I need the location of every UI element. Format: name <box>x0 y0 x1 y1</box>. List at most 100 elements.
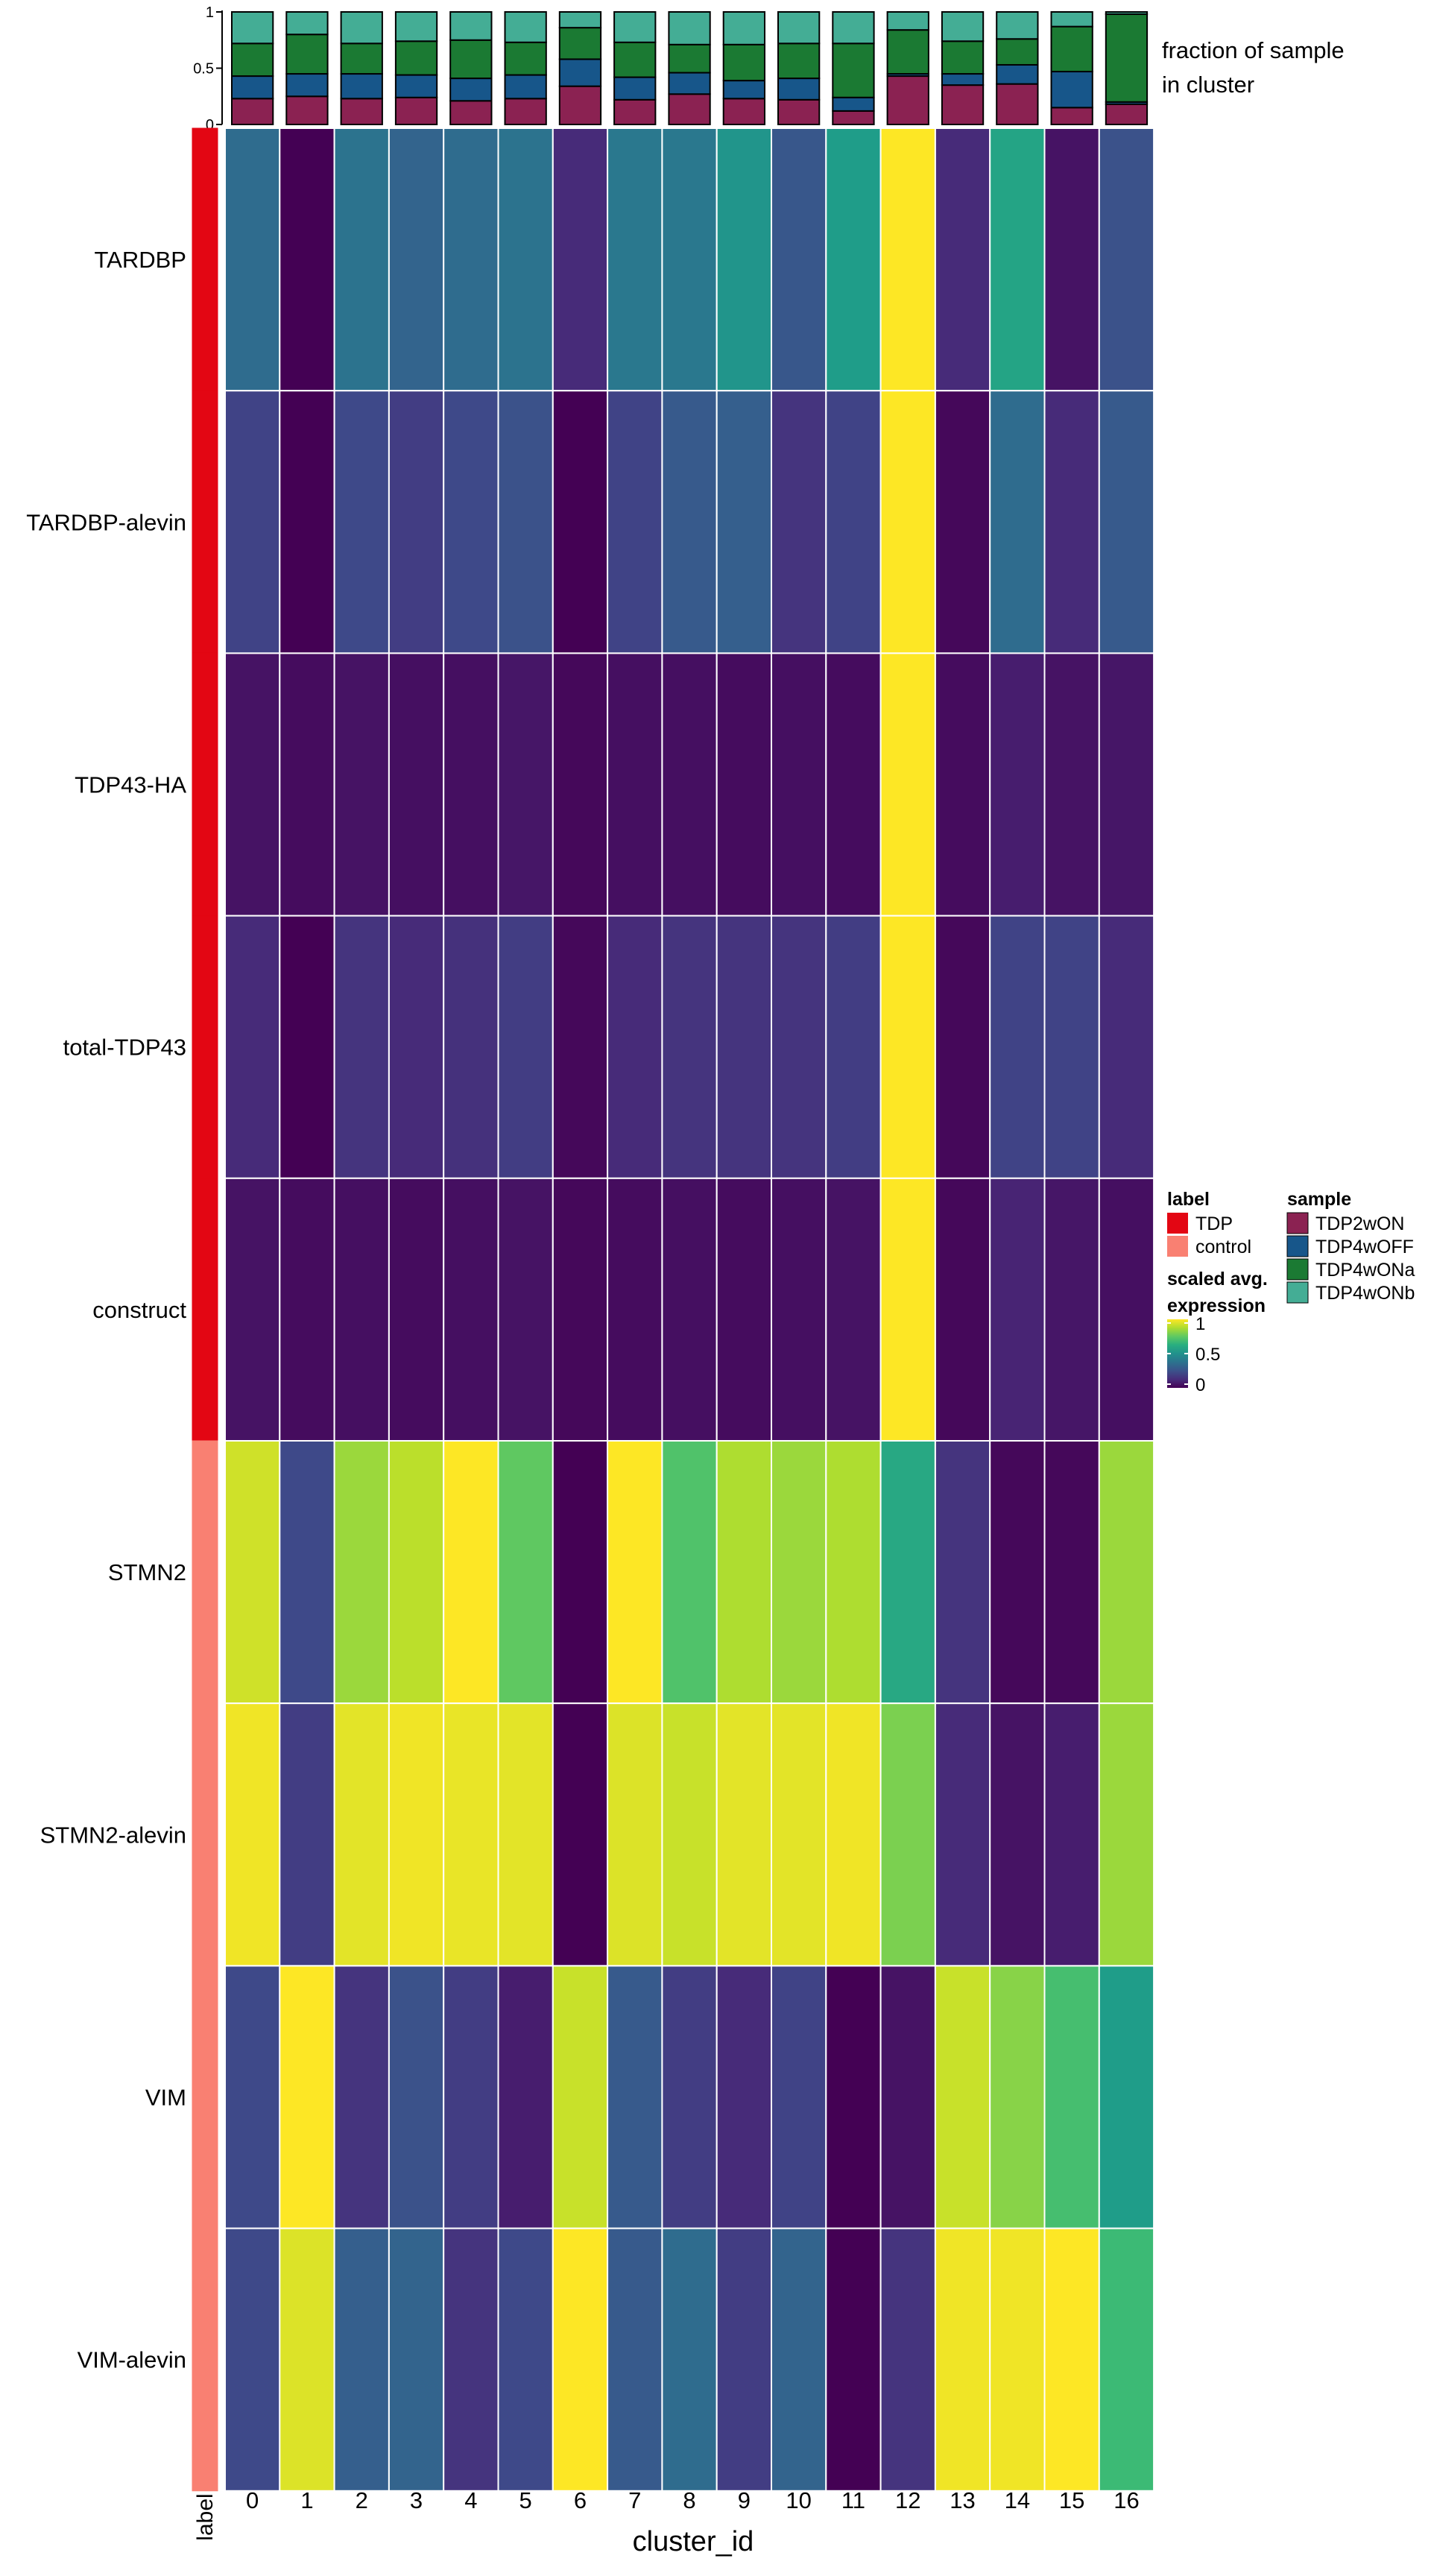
heat-cell-STMN2-alevin-11 <box>825 1702 882 1967</box>
heat-cell-construct-6 <box>552 1177 609 1442</box>
heat-cell-STMN2-alevin-2 <box>333 1702 390 1967</box>
legend-item-control: control <box>1195 1237 1251 1257</box>
heat-cell-STMN2-alevin-10 <box>771 1702 827 1967</box>
bar-segment-TDP2wON-2 <box>340 98 383 126</box>
heat-cell-TDP43-HA-14 <box>989 652 1046 917</box>
row-label-TARDBP: TARDBP <box>95 247 186 273</box>
heat-cell-VIM-alevin-1 <box>279 2227 335 2492</box>
heat-cell-VIM-2 <box>333 1965 390 2229</box>
label-strip-cell-TDP43-HA <box>192 652 218 917</box>
row-label-total-TDP43: total-TDP43 <box>63 1035 186 1061</box>
heat-cell-VIM-alevin-15 <box>1043 2227 1100 2492</box>
bar-segment-TDP4wONa-0 <box>231 42 274 78</box>
bar-segment-TDP4wONa-10 <box>777 42 821 80</box>
heat-cell-VIM-4 <box>443 1965 499 2229</box>
heat-cell-total-TDP43-11 <box>825 915 882 1179</box>
heat-cell-STMN2-1 <box>279 1440 335 1705</box>
heat-cell-total-TDP43-5 <box>497 915 554 1179</box>
heat-cell-TARDBP-alevin-14 <box>989 390 1046 654</box>
sample-legend-swatch-TDP4wOFF <box>1286 1235 1309 1257</box>
heat-cell-STMN2-alevin-0 <box>224 1702 281 1967</box>
heat-cell-STMN2-alevin-8 <box>661 1702 718 1967</box>
heat-cell-total-TDP43-3 <box>388 915 445 1179</box>
sample-legend-item-TDP4wONb: TDP4wONb <box>1315 1283 1415 1304</box>
heat-cell-TARDBP-alevin-8 <box>661 390 718 654</box>
column-label-5: 5 <box>519 2487 532 2513</box>
bar-segment-TDP2wON-8 <box>668 93 711 126</box>
heat-cell-VIM-16 <box>1098 1965 1155 2229</box>
heat-cell-TARDBP-9 <box>716 127 773 392</box>
heat-cell-construct-1 <box>279 1177 335 1442</box>
heat-cell-STMN2-7 <box>607 1440 663 1705</box>
heat-cell-TARDBP-11 <box>825 127 882 392</box>
heat-cell-construct-16 <box>1098 1177 1155 1442</box>
column-label-12: 12 <box>895 2487 920 2513</box>
bar-segment-TDP4wONb-15 <box>1050 11 1093 28</box>
heat-cell-construct-4 <box>443 1177 499 1442</box>
heat-cell-STMN2-11 <box>825 1440 882 1705</box>
x-axis-title: cluster_id <box>633 2526 754 2557</box>
heatmap: TARDBP TARDBP-alevin TDP43-HA total-TDP43 co… <box>26 127 1155 2557</box>
heat-cell-VIM-alevin-9 <box>716 2227 773 2492</box>
heat-cell-total-TDP43-12 <box>879 915 936 1179</box>
heat-cell-construct-13 <box>934 1177 991 1442</box>
heat-cell-TARDBP-alevin-2 <box>333 390 390 654</box>
label-column-title: label <box>193 2493 218 2540</box>
heat-cell-TARDBP-alevin-0 <box>224 390 281 654</box>
legend-swatch-tdp <box>1167 1213 1188 1234</box>
heat-cell-STMN2-14 <box>989 1440 1046 1705</box>
bar-segment-TDP4wOFF-3 <box>394 74 438 98</box>
bar-segment-TDP4wONa-15 <box>1050 25 1093 73</box>
heat-cell-VIM-14 <box>989 1965 1046 2229</box>
heat-cell-construct-0 <box>224 1177 281 1442</box>
bar-segment-TDP2wON-12 <box>886 75 929 125</box>
label-strip-cell-STMN2 <box>192 1440 218 1704</box>
expression-legend-title-line2: expression <box>1167 1295 1266 1316</box>
heat-cell-STMN2-alevin-15 <box>1043 1702 1100 1967</box>
heat-cell-total-TDP43-10 <box>771 915 827 1179</box>
heat-cell-VIM-alevin-4 <box>443 2227 499 2492</box>
bar-side-label-line1: fraction of sample <box>1162 37 1345 63</box>
heat-cell-STMN2-0 <box>224 1440 281 1705</box>
bar-segment-TDP4wONb-5 <box>504 11 547 43</box>
bar-segment-TDP2wON-6 <box>558 85 602 126</box>
heat-cell-STMN2-13 <box>934 1440 991 1705</box>
heat-cell-total-TDP43-14 <box>989 915 1046 1179</box>
sample-legend-item-TDP2wON: TDP2wON <box>1315 1213 1404 1234</box>
heat-cell-VIM-9 <box>716 1965 773 2229</box>
bar-segment-TDP2wON-5 <box>504 98 547 126</box>
heat-cell-TDP43-HA-3 <box>388 652 445 917</box>
sample-legend-item-TDP4wONa: TDP4wONa <box>1315 1260 1415 1281</box>
bar-segment-TDP4wONa-8 <box>668 43 711 74</box>
bar-chart: 00.51 fraction of sample in cluster <box>193 4 1344 133</box>
heat-cell-TARDBP-alevin-1 <box>279 390 335 654</box>
heat-cell-STMN2-2 <box>333 1440 390 1705</box>
bar-segment-TDP2wON-3 <box>394 96 438 125</box>
column-label-11: 11 <box>841 2487 865 2513</box>
heat-cell-VIM-alevin-5 <box>497 2227 554 2492</box>
heat-cell-construct-8 <box>661 1177 718 1442</box>
heat-cell-construct-12 <box>879 1177 936 1442</box>
heat-cell-VIM-alevin-11 <box>825 2227 882 2492</box>
bar-segment-TDP4wONb-14 <box>996 11 1039 40</box>
label-strip-cell-total-TDP43 <box>192 915 218 1179</box>
heat-cell-STMN2-8 <box>661 1440 718 1705</box>
bar-segment-TDP4wONa-7 <box>613 41 657 78</box>
bar-segment-TDP4wOFF-13 <box>941 73 985 86</box>
bar-segment-TDP2wON-10 <box>777 98 821 125</box>
heat-cell-TARDBP-15 <box>1043 127 1100 392</box>
heat-cell-TDP43-HA-16 <box>1098 652 1155 917</box>
bar-segment-TDP4wONa-9 <box>722 43 766 82</box>
heat-cell-VIM-alevin-14 <box>989 2227 1046 2492</box>
heat-cell-TARDBP-8 <box>661 127 718 392</box>
bar-segment-TDP4wOFF-1 <box>285 73 329 98</box>
heat-cell-TDP43-HA-9 <box>716 652 773 917</box>
heatmap-cells <box>224 127 1155 2492</box>
row-label-TDP43-HA: TDP43-HA <box>75 772 186 798</box>
heat-cell-TARDBP-alevin-11 <box>825 390 882 654</box>
bar-segment-TDP2wON-7 <box>613 98 657 125</box>
heat-cell-TARDBP-14 <box>989 127 1046 392</box>
colorbar-label-05: 0.5 <box>1195 1345 1220 1365</box>
column-label-10: 10 <box>786 2487 811 2513</box>
